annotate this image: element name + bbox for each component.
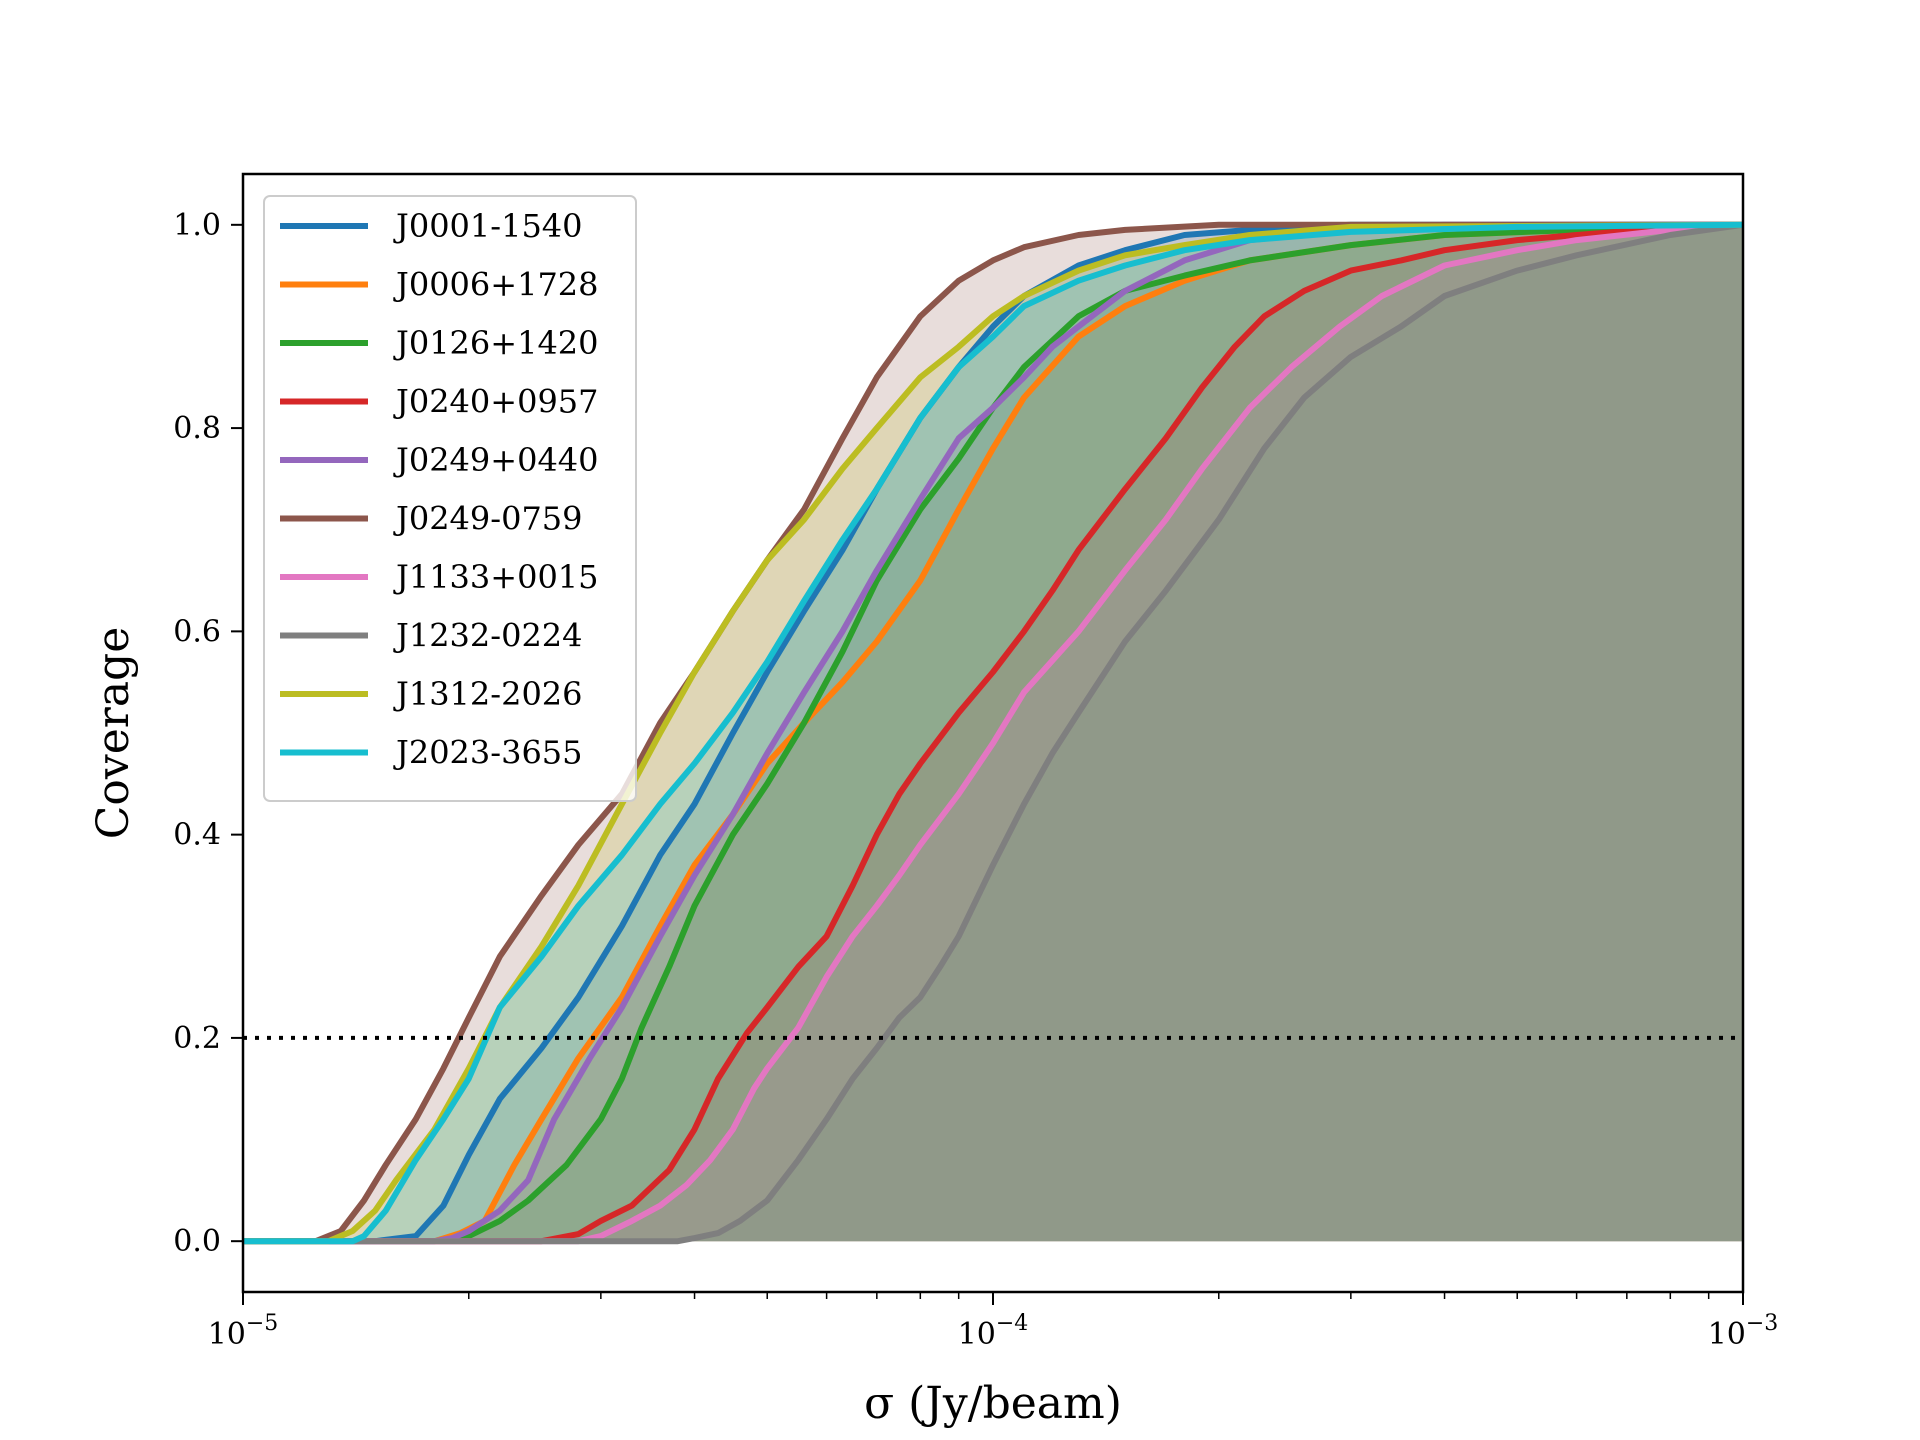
legend-item: J0249+0440 — [280, 441, 599, 479]
series-line-J0249+0440 — [243, 221, 1743, 1245]
y-tick-label: 0.2 — [173, 1021, 221, 1056]
series-line-J0126+1420 — [243, 221, 1744, 1245]
x-tick-label: 10−4 — [958, 1311, 1029, 1352]
series-line-J1133+0015 — [243, 221, 1744, 1245]
legend-label: J0240+0957 — [393, 383, 599, 421]
series-fill-J0249-0759 — [243, 224, 1743, 1242]
x-axis-label: σ (Jy/beam) — [864, 1378, 1122, 1429]
x-tick-label: 10−3 — [1708, 1311, 1779, 1352]
series-line-J2023-3655 — [243, 221, 1744, 1245]
legend-box — [263, 195, 637, 802]
x-tick-label: 10−5 — [208, 1311, 279, 1352]
legend: J0001-1540 J0006+1728 J0126+1420 J0240+0957… — [263, 195, 637, 802]
x-axis-ticks: 10−5 10−4 10−3 — [208, 1292, 1779, 1352]
legend-item: J0126+1420 — [280, 324, 599, 362]
legend-item: J0006+1728 — [280, 266, 599, 304]
plot-frame — [241, 172, 1745, 1294]
series-lines — [243, 221, 1744, 1245]
legend-label: J1312-2026 — [393, 675, 583, 713]
y-tick-label: 0.6 — [173, 614, 221, 649]
y-tick-label: 0.4 — [173, 818, 221, 853]
series-fill-J1312-2026 — [243, 224, 1743, 1242]
legend-item: J0249-0759 — [280, 500, 583, 538]
series-fill-J1133+0015 — [243, 224, 1743, 1242]
series-fill-J0126+1420 — [243, 224, 1743, 1242]
legend-label: J0001-1540 — [393, 207, 583, 245]
series-fill-J0240+0957 — [243, 224, 1743, 1242]
series-line-J1232-0224 — [243, 221, 1744, 1245]
y-tick-label: 0.0 — [173, 1224, 221, 1259]
y-tick-label: 0.8 — [173, 411, 221, 446]
legend-item: J0240+0957 — [280, 383, 599, 421]
series-fill-J0006+1728 — [243, 224, 1743, 1242]
series-fill-J0001-1540 — [243, 224, 1743, 1242]
series-line-J0001-1540 — [243, 221, 1743, 1245]
series-fill-J0249+0440 — [243, 224, 1743, 1242]
legend-item: J1133+0015 — [280, 558, 599, 596]
y-axis-ticks: 0.0 0.2 0.4 0.6 0.8 1.0 — [173, 208, 243, 1259]
legend-item: J0001-1540 — [280, 207, 583, 245]
legend-label: J1133+0015 — [393, 558, 599, 596]
legend-item: J2023-3655 — [280, 734, 583, 772]
legend-item: J1312-2026 — [280, 675, 583, 713]
legend-label: J0126+1420 — [393, 324, 599, 362]
y-axis-label: Coverage — [88, 627, 139, 840]
legend-label: J0249-0759 — [393, 500, 583, 538]
series-fill-areas — [243, 224, 1743, 1242]
legend-label: J0249+0440 — [393, 441, 599, 479]
y-tick-label: 1.0 — [173, 208, 221, 243]
series-line-J0240+0957 — [243, 221, 1744, 1245]
series-fill-J1232-0224 — [243, 224, 1743, 1242]
legend-label: J2023-3655 — [393, 734, 583, 772]
legend-label: J1232-0224 — [393, 617, 583, 655]
series-fill-J2023-3655 — [243, 224, 1743, 1242]
legend-item: J1232-0224 — [280, 617, 583, 655]
series-line-J1312-2026 — [243, 221, 1744, 1245]
legend-label: J0006+1728 — [393, 266, 599, 304]
